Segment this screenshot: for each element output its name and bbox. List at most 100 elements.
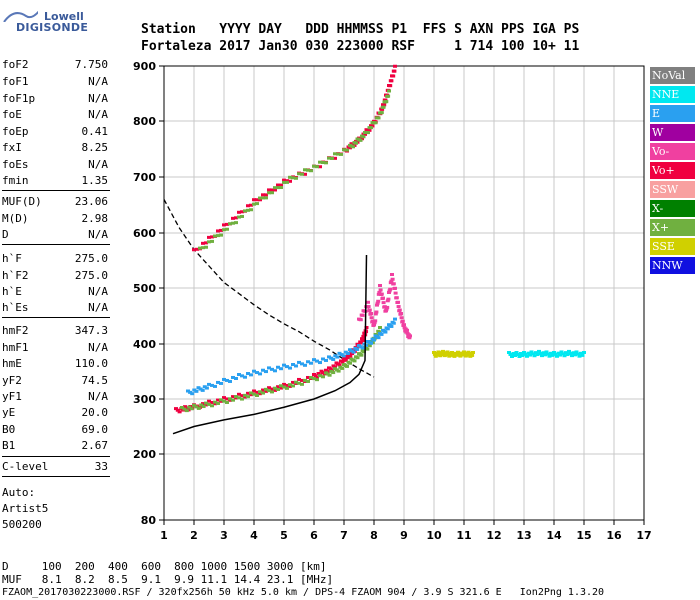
param-row: foEp 0.41 — [2, 125, 108, 139]
trace-point — [261, 193, 265, 197]
trace-point — [237, 392, 241, 396]
trace-point — [291, 380, 295, 384]
param-row: hmE 110.0 — [2, 357, 108, 371]
x-tick-label: 13 — [516, 529, 531, 542]
trace-point — [222, 399, 226, 403]
trace-point — [255, 393, 259, 397]
trace-point — [252, 369, 256, 373]
trace-point — [391, 321, 396, 325]
trace-point — [517, 355, 522, 358]
trace-point — [196, 406, 201, 410]
trace-point — [297, 172, 301, 176]
trace-point — [571, 351, 576, 355]
trace-point — [246, 391, 250, 395]
trace-point — [355, 356, 360, 360]
trace-point — [541, 351, 546, 355]
x-tick-label: 9 — [400, 529, 408, 542]
param-value: 2.67 — [81, 439, 109, 452]
trace-point — [291, 176, 295, 180]
trace-point — [219, 399, 223, 403]
trace-point — [525, 354, 529, 358]
trace-point — [558, 353, 562, 357]
param-label: fxI — [2, 141, 22, 154]
trace-point — [288, 179, 292, 183]
trace-point — [568, 352, 573, 356]
param-row: h`E N/A — [2, 285, 108, 299]
trace-point — [318, 160, 322, 164]
trace-point — [382, 305, 387, 309]
header-row1: Station YYYY DAY DDD HHMMSS P1 FFS S AXN… — [141, 22, 580, 37]
trace-point — [195, 247, 199, 251]
trace-point — [258, 390, 262, 394]
param-value: 275.0 — [74, 269, 108, 282]
param-label: hmF1 — [2, 341, 29, 354]
trace-point — [267, 191, 271, 195]
trace-point — [531, 352, 535, 356]
trace-point — [264, 389, 268, 393]
trace-point — [306, 168, 310, 172]
trace-point — [528, 353, 532, 357]
trace-point — [249, 373, 253, 377]
trace-point — [219, 398, 223, 402]
x-tick-label: 5 — [280, 529, 288, 542]
plot-frame — [163, 65, 645, 521]
trace-point — [285, 365, 289, 369]
trace-point — [457, 352, 462, 356]
trace-point — [255, 371, 259, 375]
trace-point — [511, 352, 516, 355]
trace-point — [549, 351, 553, 355]
true-height-profile — [172, 254, 368, 435]
header-row2: Fortaleza 2017 Jan30 030 223000 RSF 1 71… — [141, 39, 580, 54]
trace-point — [377, 330, 382, 334]
trace-point — [204, 245, 208, 249]
trace-point — [363, 132, 367, 136]
trace-point — [388, 84, 393, 88]
trace-point — [237, 396, 241, 400]
param-divider — [2, 317, 110, 318]
trace-point — [453, 351, 458, 355]
trace-point — [204, 403, 208, 407]
trace-point — [213, 402, 217, 406]
x-tick-label: 3 — [220, 529, 228, 542]
param-row: foEs N/A — [2, 158, 108, 172]
trace-point — [261, 388, 265, 392]
trace-point — [383, 330, 388, 334]
param-label: B0 — [2, 423, 16, 436]
trace-point — [303, 378, 307, 382]
trace-point — [552, 351, 556, 354]
y-tick-label: 80 — [141, 514, 157, 527]
legend-item: SSE — [650, 238, 695, 255]
trace-point — [351, 145, 355, 149]
trace-point — [330, 156, 334, 160]
trace-point — [339, 353, 344, 357]
trace-point — [387, 291, 391, 294]
trace-point — [397, 308, 402, 312]
trace-point — [570, 354, 574, 358]
trace-point — [255, 390, 259, 394]
trace-point — [306, 375, 310, 379]
trace-point — [392, 69, 397, 73]
trace-point — [207, 402, 211, 406]
trace-point — [376, 299, 381, 303]
trace-point — [234, 376, 238, 380]
trace-point — [345, 351, 350, 355]
trace-point — [458, 354, 463, 358]
trace-point — [240, 374, 244, 378]
trace-point — [381, 301, 386, 305]
x-tick-label: 8 — [370, 529, 378, 542]
trace-point — [555, 354, 559, 358]
trace-point — [294, 380, 298, 384]
trace-point — [267, 188, 271, 192]
trace-point — [384, 307, 389, 311]
trace-point — [194, 389, 199, 393]
trace-point — [383, 98, 388, 102]
trace-point — [306, 360, 310, 364]
trace-point — [210, 239, 214, 243]
param-label: foF2 — [2, 58, 29, 71]
trace-point — [352, 359, 357, 363]
trace-point — [369, 312, 373, 315]
trace-point — [288, 366, 292, 370]
param-row: h`F2 275.0 — [2, 269, 108, 283]
trace-point — [255, 198, 259, 202]
param-value: N/A — [88, 390, 108, 403]
